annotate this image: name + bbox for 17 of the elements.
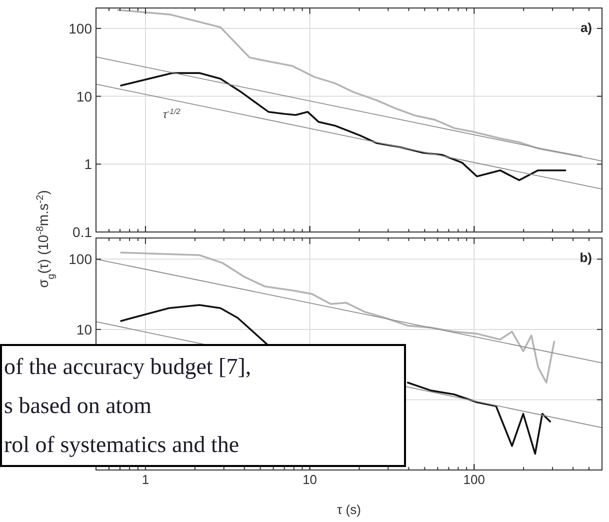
x-axis-title: τ (s) — [337, 502, 361, 517]
annotation: rol of systematics and the — [4, 432, 240, 457]
y-tick-label: 10 — [76, 88, 92, 104]
text: a) — [580, 20, 592, 35]
text-box: of the accuracy budget [7], s based on atom rol of systematics and the — [0, 344, 406, 467]
y-tick-label: 1 — [84, 156, 92, 172]
y-tick-label: 0.1 — [72, 224, 92, 240]
y-tick-label: 100 — [68, 20, 92, 36]
y-tick-label: 10 — [76, 321, 92, 338]
x-tick-label: 10 — [302, 472, 318, 487]
annotation: s based on atom — [4, 393, 152, 418]
annotation: of the accuracy budget [7], — [4, 354, 252, 379]
text: b) — [580, 250, 592, 265]
annotation: τ$^{-1/2}$ — [163, 106, 182, 122]
y-tick-label: 100 — [68, 251, 92, 268]
x-tick-label: 100 — [463, 472, 485, 487]
x-tick-label: 1 — [142, 472, 150, 487]
